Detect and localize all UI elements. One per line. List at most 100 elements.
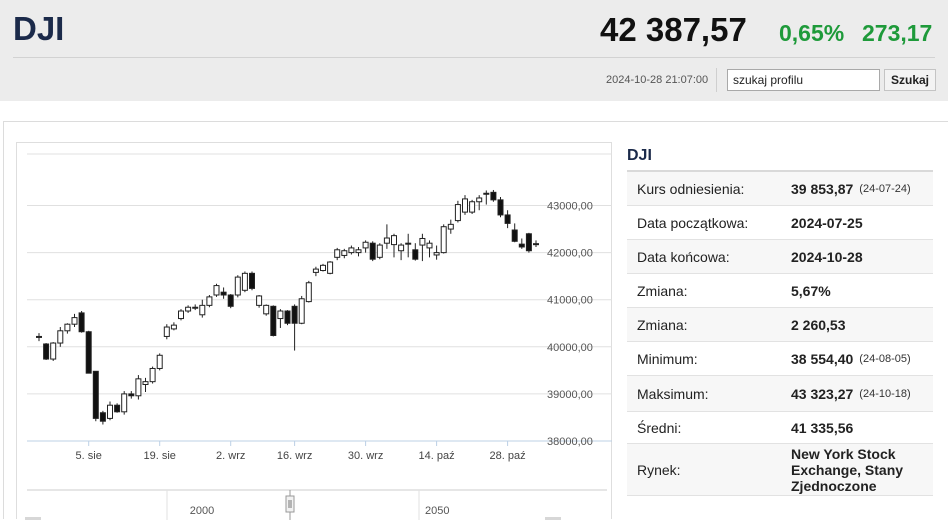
candle-body[interactable] bbox=[433, 252, 440, 256]
candle-body[interactable] bbox=[206, 296, 213, 306]
candle-body[interactable] bbox=[256, 295, 263, 306]
candle-body[interactable] bbox=[419, 237, 426, 246]
info-row-value: 2024-07-25 bbox=[791, 214, 863, 231]
price-chart[interactable]: 43000,00 42000,00 41000,00 40000,00 39000,00… bbox=[16, 142, 613, 520]
candle-body[interactable] bbox=[220, 291, 227, 296]
y-tick-label: 39000,00 bbox=[547, 389, 593, 401]
info-row-value-cell: 2024-10-28 bbox=[791, 240, 933, 273]
candle-body[interactable] bbox=[327, 261, 334, 274]
candle-body[interactable] bbox=[241, 272, 248, 291]
candle-body[interactable] bbox=[142, 381, 149, 385]
candle-body[interactable] bbox=[376, 244, 383, 258]
candle-body[interactable] bbox=[78, 312, 85, 333]
navigator-label: 2000 bbox=[190, 505, 214, 517]
header-bar: DJI 42 387,57 0,65% 273,17 2024-10-28 21… bbox=[0, 0, 948, 101]
navigator-handle[interactable] bbox=[285, 495, 295, 513]
candle-body[interactable] bbox=[199, 304, 206, 316]
candle-body[interactable] bbox=[270, 305, 277, 337]
info-row-value-cell: 2024-07-25 bbox=[791, 206, 933, 239]
candle-body[interactable] bbox=[71, 317, 78, 325]
quote-timestamp: 2024-10-28 21:07:00 bbox=[606, 74, 709, 86]
candle-body[interactable] bbox=[227, 294, 234, 307]
candle-body[interactable] bbox=[291, 305, 298, 324]
candle-body[interactable] bbox=[355, 249, 362, 254]
candle-body[interactable] bbox=[398, 244, 405, 252]
candle-body[interactable] bbox=[192, 306, 199, 309]
candle-body[interactable] bbox=[92, 370, 99, 419]
info-row: Średni: 41 335,56 bbox=[627, 412, 933, 444]
candle-body[interactable] bbox=[263, 304, 270, 315]
candle-body[interactable] bbox=[312, 268, 319, 273]
candle-body[interactable] bbox=[454, 204, 461, 222]
candle-body[interactable] bbox=[213, 285, 220, 296]
candle-body[interactable] bbox=[369, 242, 376, 260]
candle-body[interactable] bbox=[249, 272, 255, 289]
candle-body[interactable] bbox=[440, 226, 447, 254]
info-row-value-cell: 41 335,56 bbox=[791, 412, 933, 443]
candle-body[interactable] bbox=[284, 310, 291, 324]
info-row-value: 5,67% bbox=[791, 282, 831, 299]
candle-body[interactable] bbox=[277, 310, 284, 320]
candle-body[interactable] bbox=[533, 243, 539, 246]
candle-body[interactable] bbox=[99, 412, 106, 422]
candle-body[interactable] bbox=[178, 310, 184, 320]
candle-body[interactable] bbox=[170, 324, 177, 330]
candle-body[interactable] bbox=[348, 247, 355, 254]
navigator-label: 2050 bbox=[425, 505, 449, 517]
candle-body[interactable] bbox=[50, 342, 57, 360]
candle-body[interactable] bbox=[383, 237, 390, 244]
candle-body[interactable] bbox=[107, 404, 113, 419]
info-row-value: 39 853,87 bbox=[791, 180, 854, 197]
y-tick-label: 38000,00 bbox=[547, 436, 593, 448]
candle-body[interactable] bbox=[405, 242, 412, 245]
candle-body[interactable] bbox=[298, 298, 305, 324]
info-row-date: (24-10-18) bbox=[859, 387, 911, 400]
candle-body[interactable] bbox=[305, 282, 312, 303]
candle-body[interactable] bbox=[462, 198, 468, 213]
candle-body[interactable] bbox=[334, 249, 341, 258]
candle-body[interactable] bbox=[36, 335, 42, 338]
info-row-label: Data początkowa: bbox=[637, 214, 749, 231]
candle-body[interactable] bbox=[114, 404, 121, 413]
candle-body[interactable] bbox=[128, 393, 135, 397]
candle-body[interactable] bbox=[185, 306, 192, 312]
x-tick-label: 16. wrz bbox=[277, 450, 312, 462]
search-input[interactable] bbox=[727, 69, 880, 91]
candle-body[interactable] bbox=[391, 235, 397, 246]
candle-body[interactable] bbox=[320, 264, 326, 272]
candlestick-chart-svg[interactable]: 43000,00 42000,00 41000,00 40000,00 39000,00… bbox=[17, 143, 613, 520]
candle-body[interactable] bbox=[234, 276, 241, 296]
search-button[interactable]: Szukaj bbox=[884, 69, 936, 91]
candle-body[interactable] bbox=[341, 250, 348, 256]
info-row: Maksimum: 43 323,27 (24-10-18) bbox=[627, 376, 933, 412]
candle-body[interactable] bbox=[511, 229, 518, 242]
candle-body[interactable] bbox=[121, 393, 128, 413]
candle-body[interactable] bbox=[156, 354, 163, 369]
candle-body[interactable] bbox=[476, 197, 483, 203]
candle-body[interactable] bbox=[362, 241, 369, 249]
candle-body[interactable] bbox=[412, 249, 419, 260]
candle-body[interactable] bbox=[43, 343, 50, 360]
search-separator bbox=[716, 68, 717, 92]
candle-body[interactable] bbox=[518, 243, 525, 248]
candle-body[interactable] bbox=[135, 378, 142, 397]
info-row-label: Zmiana: bbox=[637, 316, 688, 333]
candle-body[interactable] bbox=[163, 326, 170, 337]
info-row-value-cell: 5,67% bbox=[791, 274, 933, 307]
candle-body[interactable] bbox=[490, 191, 497, 201]
candle-body[interactable] bbox=[497, 199, 504, 216]
candle-body[interactable] bbox=[447, 223, 454, 230]
candle-body[interactable] bbox=[483, 192, 490, 195]
candle-body[interactable] bbox=[469, 201, 476, 213]
candle-body[interactable] bbox=[57, 330, 64, 344]
candle-body[interactable] bbox=[149, 367, 156, 383]
candle-body[interactable] bbox=[85, 331, 92, 374]
info-row: Data końcowa: 2024-10-28 bbox=[627, 240, 933, 274]
info-panel: DJI Kurs odniesienia: 39 853,87 (24-07-24)… bbox=[627, 142, 933, 496]
candle-body[interactable] bbox=[504, 214, 511, 224]
candle-body[interactable] bbox=[426, 242, 433, 249]
candle-body[interactable] bbox=[64, 323, 71, 332]
candle-body[interactable] bbox=[525, 233, 532, 252]
x-tick-label: 19. sie bbox=[143, 450, 175, 462]
info-row-value: 2024-10-28 bbox=[791, 248, 863, 265]
